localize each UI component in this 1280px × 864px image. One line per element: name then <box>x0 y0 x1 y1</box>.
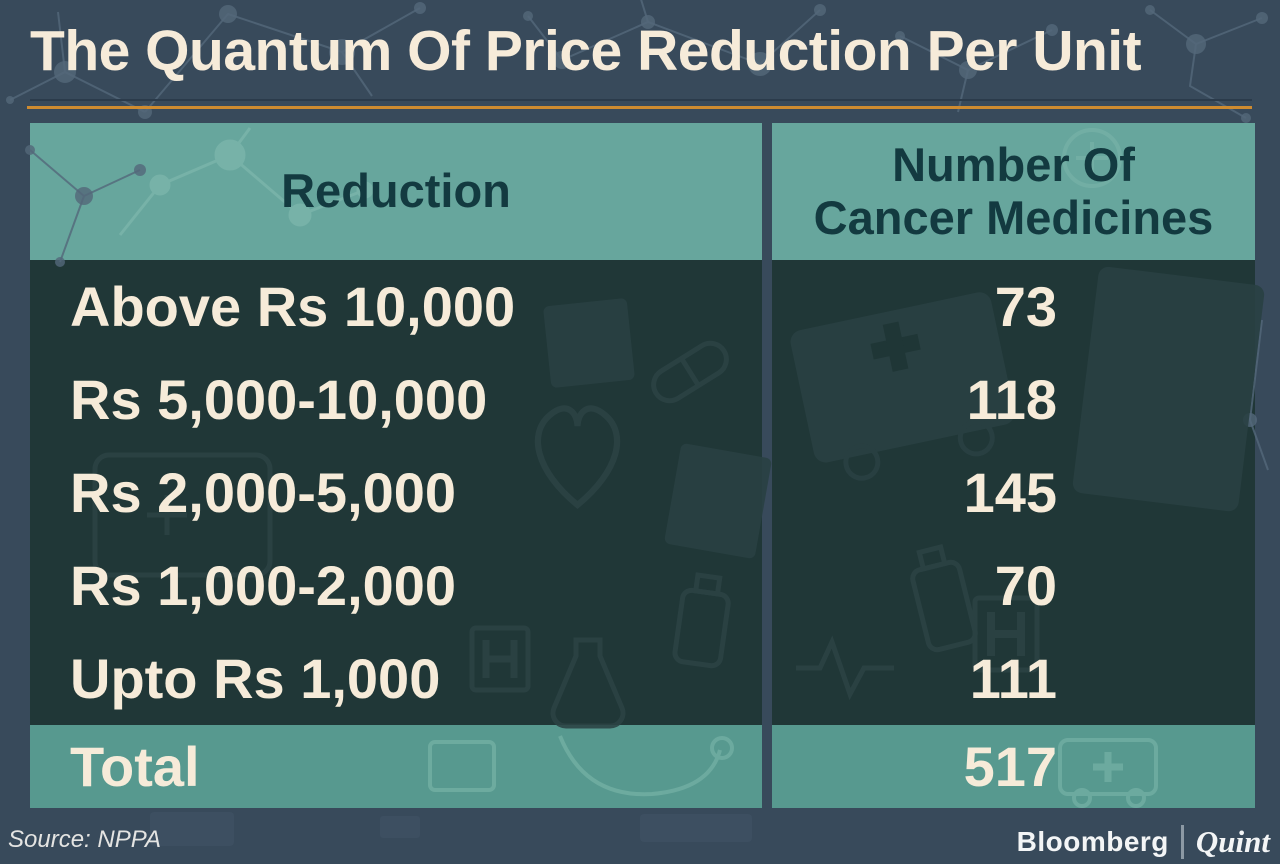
total-label: Total <box>70 735 200 798</box>
column-divider <box>762 632 772 725</box>
total-value: 517 <box>963 735 1057 798</box>
source-credit: Source: NPPA <box>8 826 161 853</box>
quint-wordmark: Quint <box>1195 824 1270 859</box>
row-value: 111 <box>969 647 1057 710</box>
column-header-reduction: Reduction <box>281 164 511 218</box>
column-header-number: Number Of Cancer Medicines <box>813 137 1214 244</box>
row-value: 73 <box>994 275 1057 338</box>
header-band-right <box>772 123 1255 260</box>
footer-doodles <box>150 812 752 846</box>
row-label: Above Rs 10,000 <box>70 275 516 338</box>
column-divider <box>762 353 772 446</box>
title-rule <box>27 106 1252 109</box>
data-table: Reduction Number Of Cancer Medicines Abo… <box>30 123 1255 808</box>
row-label: Rs 5,000-10,000 <box>70 368 488 431</box>
row-label: Rs 1,000-2,000 <box>70 554 457 617</box>
column-divider <box>762 260 772 353</box>
column-divider <box>762 725 772 808</box>
total-band-right <box>772 725 1255 808</box>
column-divider <box>762 123 772 260</box>
row-label: Rs 2,000-5,000 <box>70 461 457 524</box>
column-divider <box>762 446 772 539</box>
brand-divider-bar <box>1180 825 1184 859</box>
chart-title: The Quantum Of Price Reduction Per Unit <box>30 19 1142 83</box>
bloomberg-wordmark: Bloomberg <box>1016 826 1169 857</box>
row-value: 145 <box>963 461 1057 524</box>
title-rule-shadow <box>30 99 1252 101</box>
column-divider <box>762 539 772 632</box>
row-value: 70 <box>994 554 1057 617</box>
row-label: Upto Rs 1,000 <box>70 647 441 710</box>
row-value: 118 <box>966 368 1057 431</box>
brand-logo: Bloomberg Quint <box>1017 824 1270 860</box>
